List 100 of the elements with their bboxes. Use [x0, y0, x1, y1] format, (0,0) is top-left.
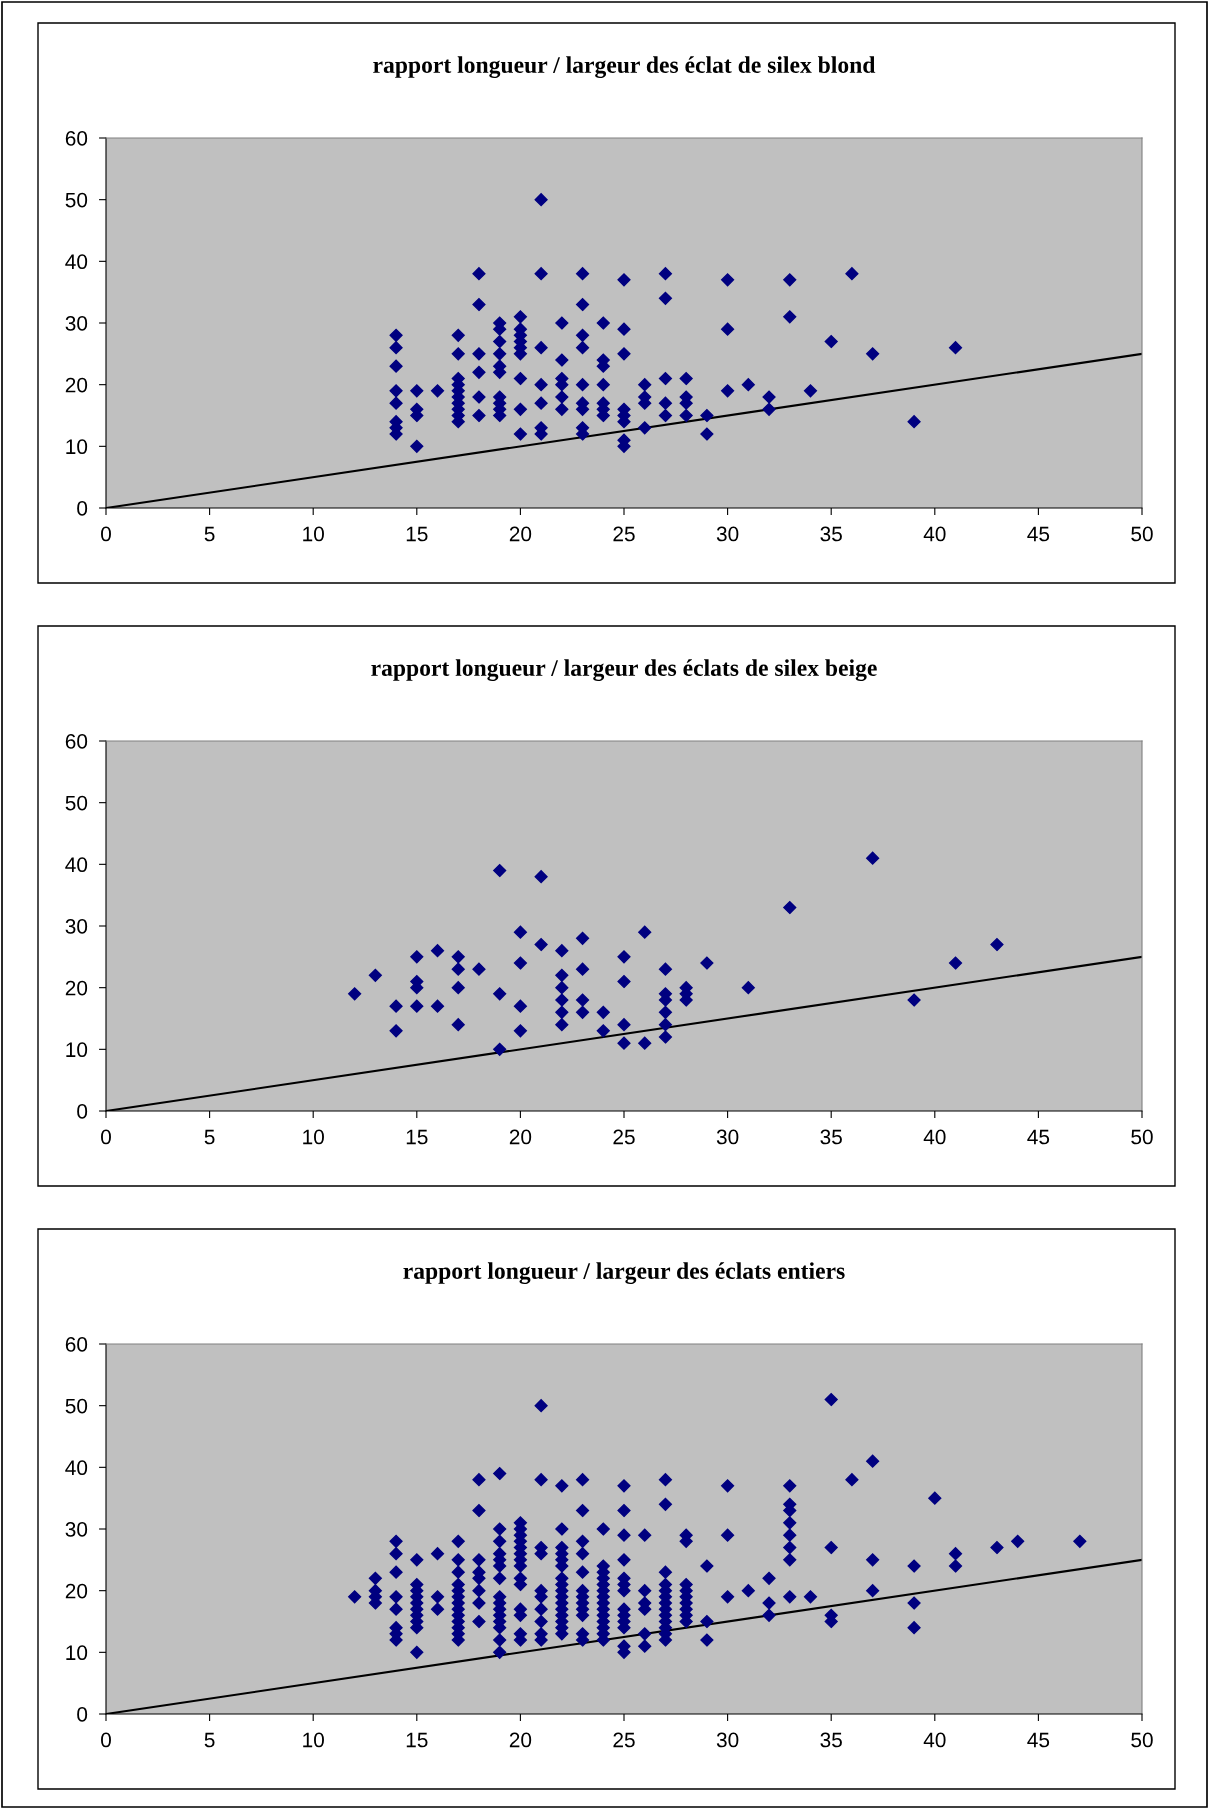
y-tick-label: 0	[77, 1707, 88, 1722]
x-tick-label: 15	[406, 1732, 428, 1748]
point	[493, 863, 507, 878]
x-tick-label: 50	[1131, 526, 1153, 542]
x-tick-label: 45	[1027, 1732, 1050, 1748]
point	[907, 993, 921, 1007]
point	[430, 944, 445, 958]
point	[638, 925, 652, 939]
point	[617, 1036, 631, 1050]
point	[389, 999, 403, 1013]
point	[555, 1005, 569, 1019]
x-tick-label: 0	[101, 1732, 111, 1748]
y-tick-label: 30	[65, 1522, 88, 1537]
x-tick-label: 35	[820, 526, 842, 542]
x-tick-label: 30	[716, 1129, 739, 1145]
point	[389, 1024, 403, 1038]
point	[513, 925, 527, 939]
point	[513, 999, 527, 1013]
x-tick-label: 30	[716, 1732, 739, 1748]
x-tick-label: 45	[1027, 1129, 1050, 1145]
y-tick-label: 50	[65, 795, 88, 811]
y-tick-label: 20	[65, 980, 88, 996]
x-tick-label: 45	[1027, 526, 1050, 542]
x-tick-label: 5	[204, 526, 215, 542]
x-tick-label: 50	[1131, 1732, 1153, 1748]
y-tick-label: 20	[65, 377, 88, 393]
x-tick-label: 15	[406, 1129, 428, 1145]
point	[410, 999, 424, 1013]
chart-title: rapport longueur / largeur des éclats de silex beige	[371, 659, 877, 681]
chart-title: rapport longueur / largeur des éclats entiers	[403, 1262, 845, 1284]
x-tick-label: 20	[509, 1732, 532, 1748]
point	[513, 1024, 527, 1038]
point	[493, 1042, 507, 1056]
x-tick-label: 0	[101, 526, 111, 542]
point	[575, 1005, 590, 1019]
x-tick-label: 20	[509, 1129, 532, 1145]
point	[555, 993, 569, 1007]
x-tick-label: 25	[613, 1129, 635, 1145]
point	[658, 1005, 673, 1019]
point	[617, 1018, 631, 1032]
x-tick-label: 5	[204, 1732, 215, 1748]
x-tick-label: 25	[613, 526, 635, 542]
x-tick-label: 40	[923, 526, 946, 542]
point	[741, 981, 755, 995]
point	[575, 931, 590, 945]
x-tick-label: 40	[923, 1732, 946, 1748]
point	[555, 968, 569, 982]
point	[348, 987, 362, 1001]
y-tick-label: 30	[65, 919, 88, 934]
x-tick-label: 35	[820, 1129, 842, 1145]
x-tick-label: 10	[303, 526, 324, 542]
x-tick-label: 15	[406, 526, 428, 542]
y-tick-label: 10	[66, 1645, 88, 1661]
point	[472, 962, 486, 976]
y-tick-label: 0	[77, 1104, 88, 1119]
point	[451, 1018, 465, 1032]
point	[555, 1018, 569, 1032]
x-tick-label: 50	[1131, 1129, 1153, 1145]
point	[948, 956, 963, 970]
point	[658, 962, 673, 976]
y-tick-label: 10	[66, 1042, 88, 1058]
point	[430, 999, 445, 1013]
y-tick-label: 20	[65, 1583, 88, 1599]
y-tick-label: 50	[65, 1398, 88, 1414]
point	[700, 956, 714, 970]
y-tick-label: 40	[65, 254, 88, 270]
point	[555, 944, 569, 958]
point	[410, 950, 424, 964]
point	[658, 1030, 673, 1044]
point	[596, 1024, 610, 1038]
point	[638, 1036, 652, 1050]
x-tick-label: 10	[303, 1732, 324, 1748]
y-tick-label: 40	[65, 1460, 88, 1476]
point	[575, 993, 590, 1007]
y-tick-label: 60	[65, 734, 88, 749]
point	[555, 981, 569, 995]
point	[534, 870, 548, 884]
point	[451, 981, 465, 995]
x-tick-label: 25	[613, 1732, 635, 1748]
point	[617, 974, 631, 989]
x-tick-label: 5	[204, 1129, 215, 1145]
x-tick-label: 30	[716, 526, 739, 542]
point	[451, 962, 465, 976]
point	[368, 968, 382, 982]
point	[493, 987, 507, 1001]
point	[575, 962, 590, 976]
point	[783, 900, 797, 915]
point	[866, 851, 880, 865]
y-tick-label: 40	[65, 857, 88, 873]
point	[617, 950, 631, 964]
y-tick-label: 30	[65, 316, 88, 331]
y-tick-label: 10	[66, 439, 88, 455]
chart-title: rapport longueur / largeur des éclat de silex blond	[373, 56, 876, 78]
y-tick-label: 50	[65, 192, 88, 208]
y-tick-label: 0	[77, 501, 88, 516]
point	[596, 1005, 610, 1019]
point	[990, 937, 1004, 952]
point	[451, 950, 465, 964]
y-tick-label: 60	[65, 1337, 88, 1352]
x-tick-label: 20	[509, 526, 532, 542]
